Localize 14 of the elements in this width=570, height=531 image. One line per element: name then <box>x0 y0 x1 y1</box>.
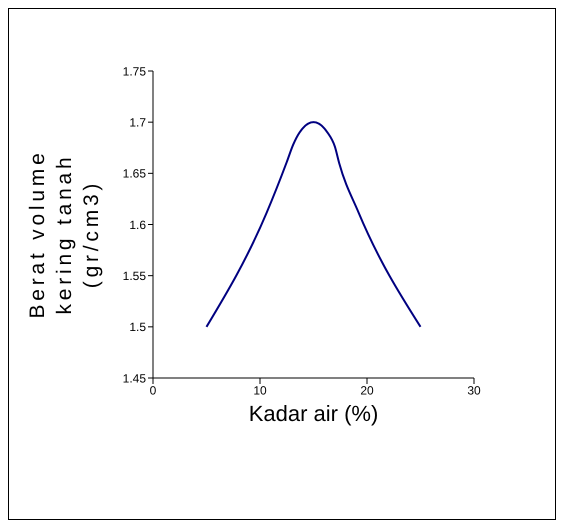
y-tick-label: 1.45 <box>122 371 146 386</box>
x-tick-label: 10 <box>253 384 267 398</box>
x-tick-label: 30 <box>467 384 481 398</box>
y-tick-label: 1.55 <box>122 268 146 283</box>
line-series <box>206 121 422 328</box>
y-tick-label: 1.7 <box>129 115 146 130</box>
y-tick-label: 1.5 <box>129 320 146 334</box>
y-tick-label: 1.75 <box>122 64 146 78</box>
x-axis-title: Kadar air (%) <box>248 401 380 427</box>
x-tick-label: 20 <box>360 384 374 398</box>
x-tick-label: 0 <box>150 384 157 398</box>
y-tick-label: 1.6 <box>129 218 146 232</box>
y-axis-title: Berat volume kering tanah (gr/cm3) <box>25 148 103 321</box>
y-tick-label: 1.65 <box>122 166 146 181</box>
